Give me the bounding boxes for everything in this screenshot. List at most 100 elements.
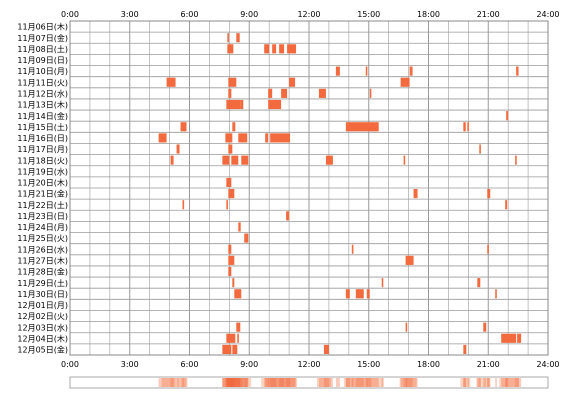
- row-label: 12月03日(水): [17, 322, 68, 332]
- x-tick-label-top: 3:00: [121, 10, 139, 19]
- activity-bar: [405, 322, 408, 332]
- summary-event-mark: [237, 378, 239, 387]
- summary-event-mark: [227, 378, 229, 387]
- summary-event-mark: [268, 378, 273, 387]
- activity-bar: [483, 322, 487, 332]
- activity-bar: [323, 344, 329, 354]
- summary-event-mark: [222, 378, 232, 387]
- summary-event-mark: [244, 378, 249, 387]
- summary-event-mark: [170, 378, 174, 387]
- activity-bar: [325, 155, 333, 165]
- row-label: 11月14日(金): [17, 111, 68, 121]
- summary-event-mark: [228, 378, 237, 387]
- summary-event-mark: [365, 378, 368, 387]
- activity-bar: [227, 44, 234, 54]
- summary-event-mark: [264, 378, 270, 387]
- activity-bar: [232, 122, 236, 132]
- row-label: 11月20日(木): [17, 178, 68, 188]
- summary-event-mark: [517, 378, 522, 387]
- activity-bar: [231, 155, 239, 165]
- x-tick-label-top: 18:00: [417, 10, 440, 19]
- summary-density-band: [476, 378, 491, 387]
- x-tick-label-bottom: 6:00: [181, 360, 199, 369]
- row-label: 11月30日(日): [17, 290, 68, 299]
- summary-density-band: [316, 378, 331, 387]
- summary-event-mark: [506, 378, 509, 387]
- activity-bar: [225, 133, 233, 143]
- activity-bar: [228, 189, 235, 199]
- x-tick-label-bottom: 18:00: [417, 360, 440, 369]
- activity-bar: [403, 155, 406, 165]
- summary-event-mark: [318, 378, 326, 387]
- summary-event-mark: [501, 378, 517, 387]
- summary-event-mark: [369, 378, 372, 387]
- summary-event-mark: [225, 378, 233, 387]
- activity-bar: [279, 44, 285, 54]
- activity-bar: [287, 44, 297, 54]
- activity-bar: [241, 155, 249, 165]
- activity-bar: [318, 88, 326, 98]
- row-label: 11月08日(土): [17, 44, 68, 54]
- row-label: 11月26日(水): [17, 244, 68, 254]
- row-label: 11月21日(金): [17, 189, 68, 199]
- x-tick-label-bottom: 3:00: [121, 360, 139, 369]
- row-label: 11月18日(火): [17, 156, 68, 165]
- activity-bar: [286, 211, 290, 221]
- plot-border: [69, 20, 549, 356]
- summary-event-mark: [323, 378, 329, 387]
- x-tick-label-bottom: 0:00: [61, 360, 79, 369]
- x-tick-label-top: 0:00: [61, 10, 79, 19]
- activity-bar: [170, 155, 174, 165]
- summary-event-mark: [241, 378, 249, 387]
- activity-bar: [226, 177, 232, 187]
- summary-event-mark: [287, 378, 297, 387]
- activity-bar: [345, 289, 350, 299]
- activity-bar: [226, 99, 241, 110]
- x-axis-bottom-ticks: 0:00 3:00 6:00 9:00 12:00 15:00 18:00 21:00 24:0…: [61, 360, 560, 369]
- row-label: 11月11日(火): [17, 78, 68, 87]
- x-axis-top-ticks: 0:00 3:00 6:00 9:00 12:00 15:00 18:00 21:00 24:0…: [61, 10, 560, 19]
- activity-bar: [381, 278, 384, 288]
- activity-bar: [182, 200, 185, 210]
- activity-bar: [268, 88, 273, 98]
- activity-bar: [477, 278, 481, 288]
- summary-event-mark: [325, 378, 333, 387]
- activity-bar: [506, 111, 509, 121]
- summary-density-band: [261, 378, 298, 387]
- summary-event-mark: [479, 378, 481, 387]
- row-label: 11月06日(木): [17, 22, 68, 32]
- summary-event-mark: [409, 378, 413, 387]
- row-label: 11月15日(土): [17, 122, 68, 132]
- activity-bar: [272, 44, 277, 54]
- summary-event-mark: [232, 378, 235, 387]
- activity-bar: [515, 155, 517, 165]
- summary-strip: [69, 376, 549, 389]
- activity-bar: [517, 333, 522, 343]
- summary-event-mark: [495, 378, 497, 387]
- summary-event-mark: [228, 378, 233, 387]
- summary-event-mark: [234, 378, 242, 387]
- summary-event-mark: [222, 378, 230, 387]
- activity-bar: [289, 77, 296, 87]
- activity-bar: [232, 344, 238, 354]
- summary-event-mark: [238, 378, 248, 387]
- summary-event-mark: [516, 378, 519, 387]
- row-label: 11月13日(木): [17, 100, 68, 110]
- activity-bar: [516, 66, 519, 76]
- x-tick-label-bottom: 9:00: [240, 360, 258, 369]
- activity-bar: [400, 77, 410, 87]
- activity-bar: [501, 333, 517, 343]
- summary-event-mark: [265, 378, 269, 387]
- x-tick-label-top: 6:00: [181, 10, 199, 19]
- activity-bar: [236, 322, 241, 332]
- x-tick-label-bottom: 24:00: [536, 360, 559, 369]
- row-label: 11月07日(金): [17, 33, 68, 43]
- summary-density-band: [499, 378, 520, 387]
- row-label: 12月04日(木): [17, 333, 68, 343]
- x-tick-label-top: 9:00: [240, 10, 258, 19]
- activity-bar: [479, 144, 481, 154]
- summary-strip-frame: [69, 376, 549, 389]
- activity-bar: [236, 33, 240, 43]
- summary-event-mark: [463, 378, 467, 387]
